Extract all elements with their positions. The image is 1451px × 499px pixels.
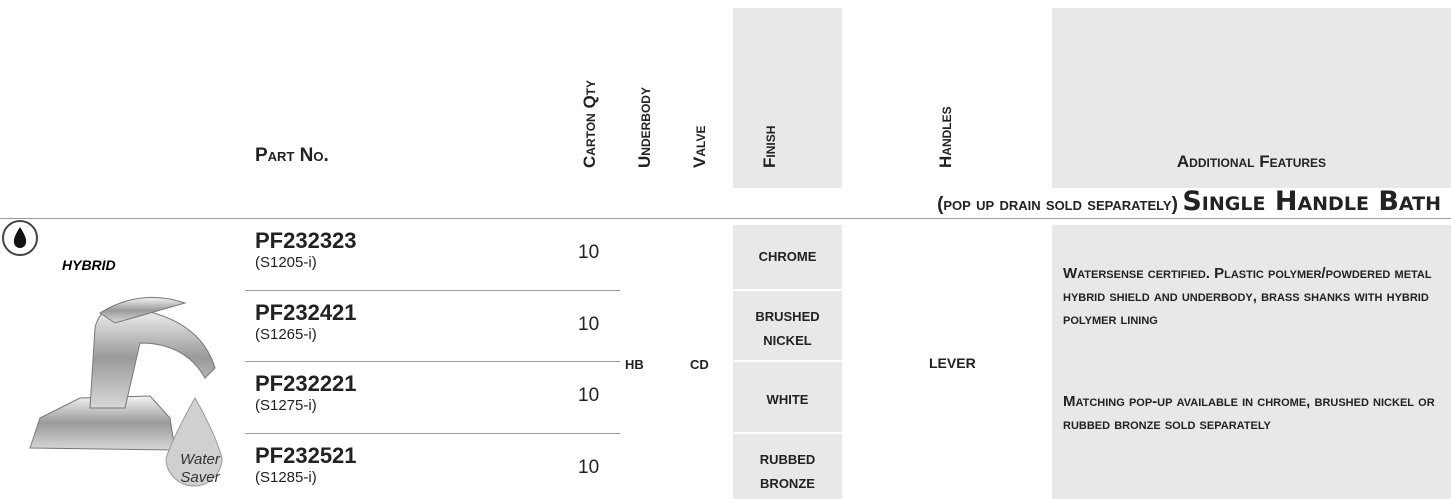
header-underbody: Underbody xyxy=(635,87,655,168)
feature-text: Watersense certified. Plastic polymer/po… xyxy=(1063,262,1448,331)
finish-gap xyxy=(733,432,842,434)
finish: BRUSHED NICKEL xyxy=(733,297,842,362)
part-number: PF232421 xyxy=(255,300,357,326)
header-part-no: Part No. xyxy=(255,145,329,167)
finish-gap xyxy=(733,360,842,362)
drop-text: Water xyxy=(180,451,221,468)
row-rule xyxy=(245,433,620,434)
feature-text: Matching pop-up available in chrome, bru… xyxy=(1063,390,1448,436)
part-number: PF232323 xyxy=(255,228,357,254)
row-rule xyxy=(245,290,620,291)
row-rule xyxy=(245,361,620,362)
finish: CHROME xyxy=(733,225,842,290)
underbody: HB xyxy=(625,357,644,372)
carton-qty: 10 xyxy=(578,457,599,479)
header-carton-qty: Carton Qty xyxy=(580,80,600,168)
drop-text: Saver xyxy=(180,469,220,486)
section-note: (pop up drain sold separately) xyxy=(937,194,1178,215)
finish-header-bg xyxy=(733,8,842,188)
section-title: Single Handle Bath xyxy=(1182,186,1441,217)
alt-number: (S1275-i) xyxy=(255,397,317,414)
finish-gap xyxy=(733,289,842,291)
product-image: HYBRID Water Saver xyxy=(0,218,240,499)
header-finish: Finish xyxy=(760,126,780,168)
finish: RUBBED BRONZE xyxy=(733,440,842,499)
part-number: PF232521 xyxy=(255,443,357,469)
alt-number: (S1205-i) xyxy=(255,254,317,271)
part-number: PF232221 xyxy=(255,371,357,397)
faucet-spout xyxy=(90,307,215,408)
handles: LEVER xyxy=(929,355,976,371)
carton-qty: 10 xyxy=(578,242,599,264)
finish: WHITE xyxy=(733,368,842,433)
section-heading: (pop up drain sold separately) Single Ha… xyxy=(937,186,1441,217)
carton-qty: 10 xyxy=(578,385,599,407)
page: Part No. Carton Qty Underbody Valve Fini… xyxy=(0,0,1451,499)
alt-number: (S1285-i) xyxy=(255,469,317,486)
carton-qty: 10 xyxy=(578,314,599,336)
header-valve: Valve xyxy=(690,126,710,168)
header-features: Additional Features xyxy=(1052,152,1451,172)
valve: CD xyxy=(690,357,709,372)
badge: HYBRID xyxy=(62,257,116,273)
header-handles: Handles xyxy=(936,106,956,168)
alt-number: (S1265-i) xyxy=(255,326,317,343)
